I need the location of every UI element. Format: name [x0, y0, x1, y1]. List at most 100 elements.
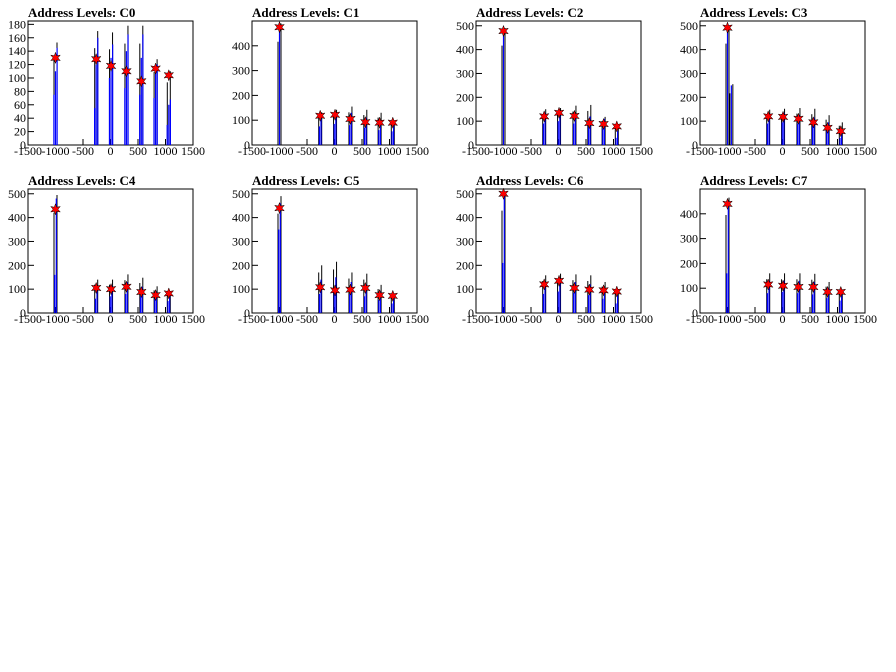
peak-marker [538, 110, 550, 123]
peak-marker [50, 51, 61, 65]
y-tick-label: 400 [456, 43, 474, 57]
x-tick-label: -1500 [462, 312, 490, 326]
peak-marker [50, 203, 61, 216]
peak-marker [793, 112, 804, 126]
y-tick-label: 40 [14, 111, 26, 125]
peak-marker [598, 284, 610, 297]
peak-marker [387, 289, 399, 303]
peak-marker [498, 24, 509, 38]
peak-marker [329, 284, 341, 297]
peak-marker [498, 187, 509, 201]
y-tick-label: 400 [680, 43, 698, 57]
peak-marker [793, 280, 804, 294]
y-tick-label: 200 [8, 258, 26, 272]
y-tick-label: 300 [680, 66, 698, 80]
x-tick-label: 1500 [405, 312, 429, 326]
x-tick-label: 0 [108, 312, 114, 326]
x-tick-label: 1500 [405, 144, 429, 158]
y-tick-label: 0 [20, 138, 26, 152]
y-tick-label: 0 [20, 306, 26, 320]
peak-marker [329, 108, 341, 121]
x-tick-label: -1000 [266, 312, 294, 326]
y-tick-label: 100 [232, 113, 250, 127]
y-tick-label: 60 [14, 98, 26, 112]
y-tick-label: 100 [8, 282, 26, 296]
peak-marker [569, 109, 580, 123]
x-tick-label: 500 [129, 312, 147, 326]
x-tick-label: 500 [353, 312, 371, 326]
y-tick-label: 400 [232, 39, 250, 53]
x-tick-label: 1000 [154, 312, 178, 326]
y-tick-label: 500 [232, 187, 250, 201]
x-tick-label: 0 [556, 312, 562, 326]
peak-marker [835, 124, 847, 138]
peak-marker [553, 106, 565, 120]
peak-marker [90, 281, 102, 295]
panel-3: Address Levels: C30100200300400500-1500-… [680, 5, 877, 158]
y-tick-label: 200 [232, 88, 250, 102]
x-tick-label: -1000 [42, 312, 70, 326]
peak-marker [807, 116, 819, 129]
y-tick-label: 0 [244, 306, 250, 320]
x-tick-label: 1500 [181, 312, 205, 326]
peak-marker [150, 288, 162, 302]
x-tick-label: 1000 [826, 144, 850, 158]
panel-4: Address Levels: C40100200300400500-1500-… [8, 173, 205, 326]
peak-marker [345, 283, 356, 296]
y-tick-label: 500 [456, 187, 474, 201]
peak-marker [90, 52, 102, 66]
panel-2: Address Levels: C20100200300400500-1500-… [456, 5, 653, 158]
x-tick-label: -500 [744, 312, 766, 326]
y-tick-label: 200 [232, 258, 250, 272]
peak-marker [583, 116, 595, 130]
x-tick-label: 1000 [602, 144, 626, 158]
y-tick-label: 400 [232, 211, 250, 225]
x-tick-label: -1500 [462, 144, 490, 158]
x-tick-label: -500 [744, 144, 766, 158]
panel-6: Address Levels: C60100200300400500-1500-… [456, 173, 653, 326]
panel-title: Address Levels: C4 [28, 173, 136, 188]
peak-marker [150, 62, 162, 75]
peak-marker [822, 285, 834, 299]
peak-marker [762, 110, 774, 123]
x-tick-label: 0 [780, 144, 786, 158]
y-tick-label: 200 [456, 258, 474, 272]
panel-title: Address Levels: C7 [700, 173, 808, 188]
y-tick-label: 200 [680, 90, 698, 104]
peak-marker [359, 281, 371, 295]
panel-0: Address Levels: C00204060801001201401601… [8, 5, 205, 158]
x-tick-label: 0 [332, 312, 338, 326]
x-tick-label: -1500 [14, 312, 42, 326]
y-tick-label: 100 [456, 282, 474, 296]
x-tick-label: 1000 [602, 312, 626, 326]
x-tick-label: 500 [353, 144, 371, 158]
peak-marker [722, 197, 733, 211]
y-tick-label: 100 [8, 71, 26, 85]
peak-marker [722, 21, 733, 34]
y-tick-label: 300 [8, 234, 26, 248]
peak-marker [121, 65, 132, 78]
y-tick-label: 500 [680, 19, 698, 33]
peak-marker [135, 285, 147, 299]
peak-marker [274, 20, 285, 34]
x-tick-label: -1000 [266, 144, 294, 158]
x-tick-label: 1500 [181, 144, 205, 158]
x-tick-label: 1000 [378, 144, 402, 158]
x-tick-label: 500 [801, 312, 819, 326]
y-tick-label: 400 [680, 207, 698, 221]
x-tick-label: 0 [108, 144, 114, 158]
y-tick-label: 140 [8, 44, 26, 58]
y-tick-label: 300 [680, 232, 698, 246]
peak-marker [345, 112, 356, 126]
peak-marker [538, 278, 550, 291]
peak-marker [611, 285, 623, 298]
panel-title: Address Levels: C2 [476, 5, 583, 20]
peak-marker [163, 69, 175, 82]
x-tick-label: 1500 [853, 144, 877, 158]
peak-marker [359, 115, 371, 129]
peak-marker [314, 280, 326, 294]
peak-marker [835, 285, 847, 299]
y-tick-label: 300 [456, 234, 474, 248]
peak-marker [762, 278, 774, 291]
x-tick-label: 0 [780, 312, 786, 326]
